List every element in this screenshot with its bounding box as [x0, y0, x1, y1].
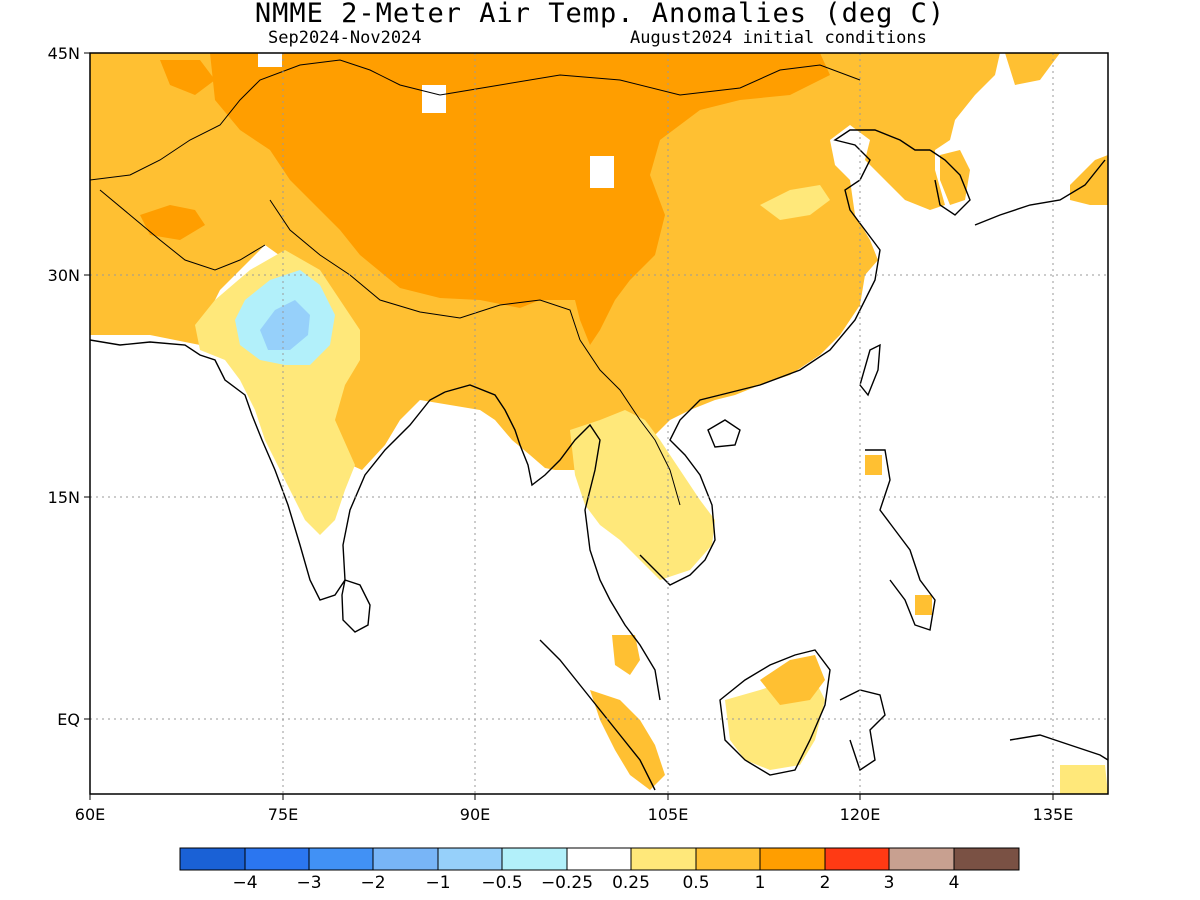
- anomaly-region-orange-philippines: [865, 455, 932, 615]
- coastline-japan: [974, 159, 1106, 226]
- anomaly-region-yellow-newguinea: [1060, 765, 1108, 794]
- lon-label-75: 75E: [268, 805, 298, 824]
- anomaly-field: [90, 53, 1108, 794]
- colorbar-label: 0.25: [612, 873, 650, 893]
- colorbar-swatch: [566, 847, 632, 871]
- coastline-china: [719, 129, 930, 396]
- border-pakistan: [99, 189, 266, 271]
- coastline-sulawesi: [839, 689, 886, 772]
- anomaly-region-orange-ne: [1005, 53, 1060, 85]
- lon-axis: 60E 75E 90E 105E 120E 135E: [75, 794, 1074, 824]
- colorbar-label: −4: [232, 873, 257, 893]
- colorbar-label: 1: [755, 873, 766, 893]
- colorbar-label: −0.5: [481, 873, 522, 893]
- colorbar-label: 2: [820, 873, 831, 893]
- coastline-philippines: [865, 449, 936, 631]
- colorbar-label: −0.25: [541, 873, 593, 893]
- border-indochina: [579, 339, 681, 506]
- colorbar-swatch: [372, 847, 439, 871]
- anomaly-region-orange-sumatra: [590, 690, 665, 790]
- coastline-bay-of-bengal: [444, 384, 661, 701]
- lat-label-30: 30N: [48, 266, 80, 285]
- colorbar-swatch: [308, 847, 374, 871]
- anomaly-region-yellow-china: [760, 185, 830, 220]
- anomaly-region-dark-orange-nw: [160, 60, 215, 95]
- map-frame: [89, 52, 1109, 795]
- lon-label-90: 90E: [460, 805, 490, 824]
- border-mongolia: [439, 64, 861, 96]
- colorbar-swatch: [437, 847, 503, 871]
- grid-lines: [90, 53, 1108, 794]
- coastline-newguinea: [1009, 734, 1108, 761]
- anomaly-region-dark-orange: [210, 53, 830, 345]
- colorbar-label: −1: [425, 873, 450, 893]
- anomaly-gap: [258, 53, 282, 67]
- lon-label-135: 135E: [1033, 805, 1074, 824]
- colorbar-swatch: [244, 847, 310, 871]
- coastline-borneo: [719, 649, 831, 776]
- anomaly-region-dark-orange-nw2: [140, 205, 205, 240]
- border-himalaya: [269, 199, 581, 341]
- colorbar-swatch: [759, 847, 826, 871]
- colorbar-label: −3: [296, 873, 321, 893]
- initial-conditions: August2024 initial conditions: [630, 28, 927, 48]
- borders: [90, 59, 861, 506]
- coastline-india: [90, 339, 446, 601]
- lat-axis: 45N 30N 15N EQ: [48, 44, 90, 729]
- lon-label-60: 60E: [75, 805, 105, 824]
- lon-label-120: 120E: [840, 805, 881, 824]
- colorbar-label: 3: [884, 873, 895, 893]
- colorbar-swatch: [953, 847, 1020, 871]
- coastline-hainan: [707, 419, 741, 448]
- colorbar-swatch: [888, 847, 955, 871]
- lat-label-45: 45N: [48, 44, 80, 63]
- forecast-period: Sep2024-Nov2024: [268, 28, 422, 48]
- lat-label-15: 15N: [48, 488, 80, 507]
- coastline-korea: [929, 149, 971, 216]
- colorbar-swatch: [501, 847, 568, 871]
- colorbar-label: −2: [360, 873, 385, 893]
- colorbar-swatch: [179, 847, 246, 871]
- coastline-sumatra: [539, 639, 656, 791]
- anomaly-region-yellow-borneo: [725, 680, 825, 770]
- coastlines: [90, 129, 1108, 791]
- anomaly-gap: [590, 156, 614, 188]
- colorbar: −4 −3 −2 −1 −0.5 −0.25 0.25 0.5 1 2 3 4: [179, 847, 1020, 893]
- anomaly-region-blue: [260, 300, 310, 350]
- colorbar-label: 4: [949, 873, 960, 893]
- coastline-srilanka: [341, 579, 371, 633]
- map-title: NMME 2-Meter Air Temp. Anomalies (deg C): [254, 0, 946, 29]
- colorbar-swatch: [824, 847, 890, 871]
- border-south-asia: [90, 59, 441, 181]
- anomaly-region-orange-malaya: [612, 635, 640, 675]
- colorbar-swatch: [630, 847, 697, 871]
- anomaly-gap: [422, 85, 446, 113]
- colorbar-label: 0.5: [682, 873, 709, 893]
- anomaly-region-orange-borneo: [760, 655, 825, 705]
- anomaly-region-orange-korea: [940, 150, 970, 205]
- coastline-indochina: [639, 394, 721, 586]
- colorbar-swatch: [695, 847, 761, 871]
- coastline-taiwan: [859, 343, 881, 397]
- lat-label-eq: EQ: [57, 710, 80, 729]
- lon-label-105: 105E: [648, 805, 689, 824]
- anomaly-region-yellow-se-asia: [570, 410, 715, 580]
